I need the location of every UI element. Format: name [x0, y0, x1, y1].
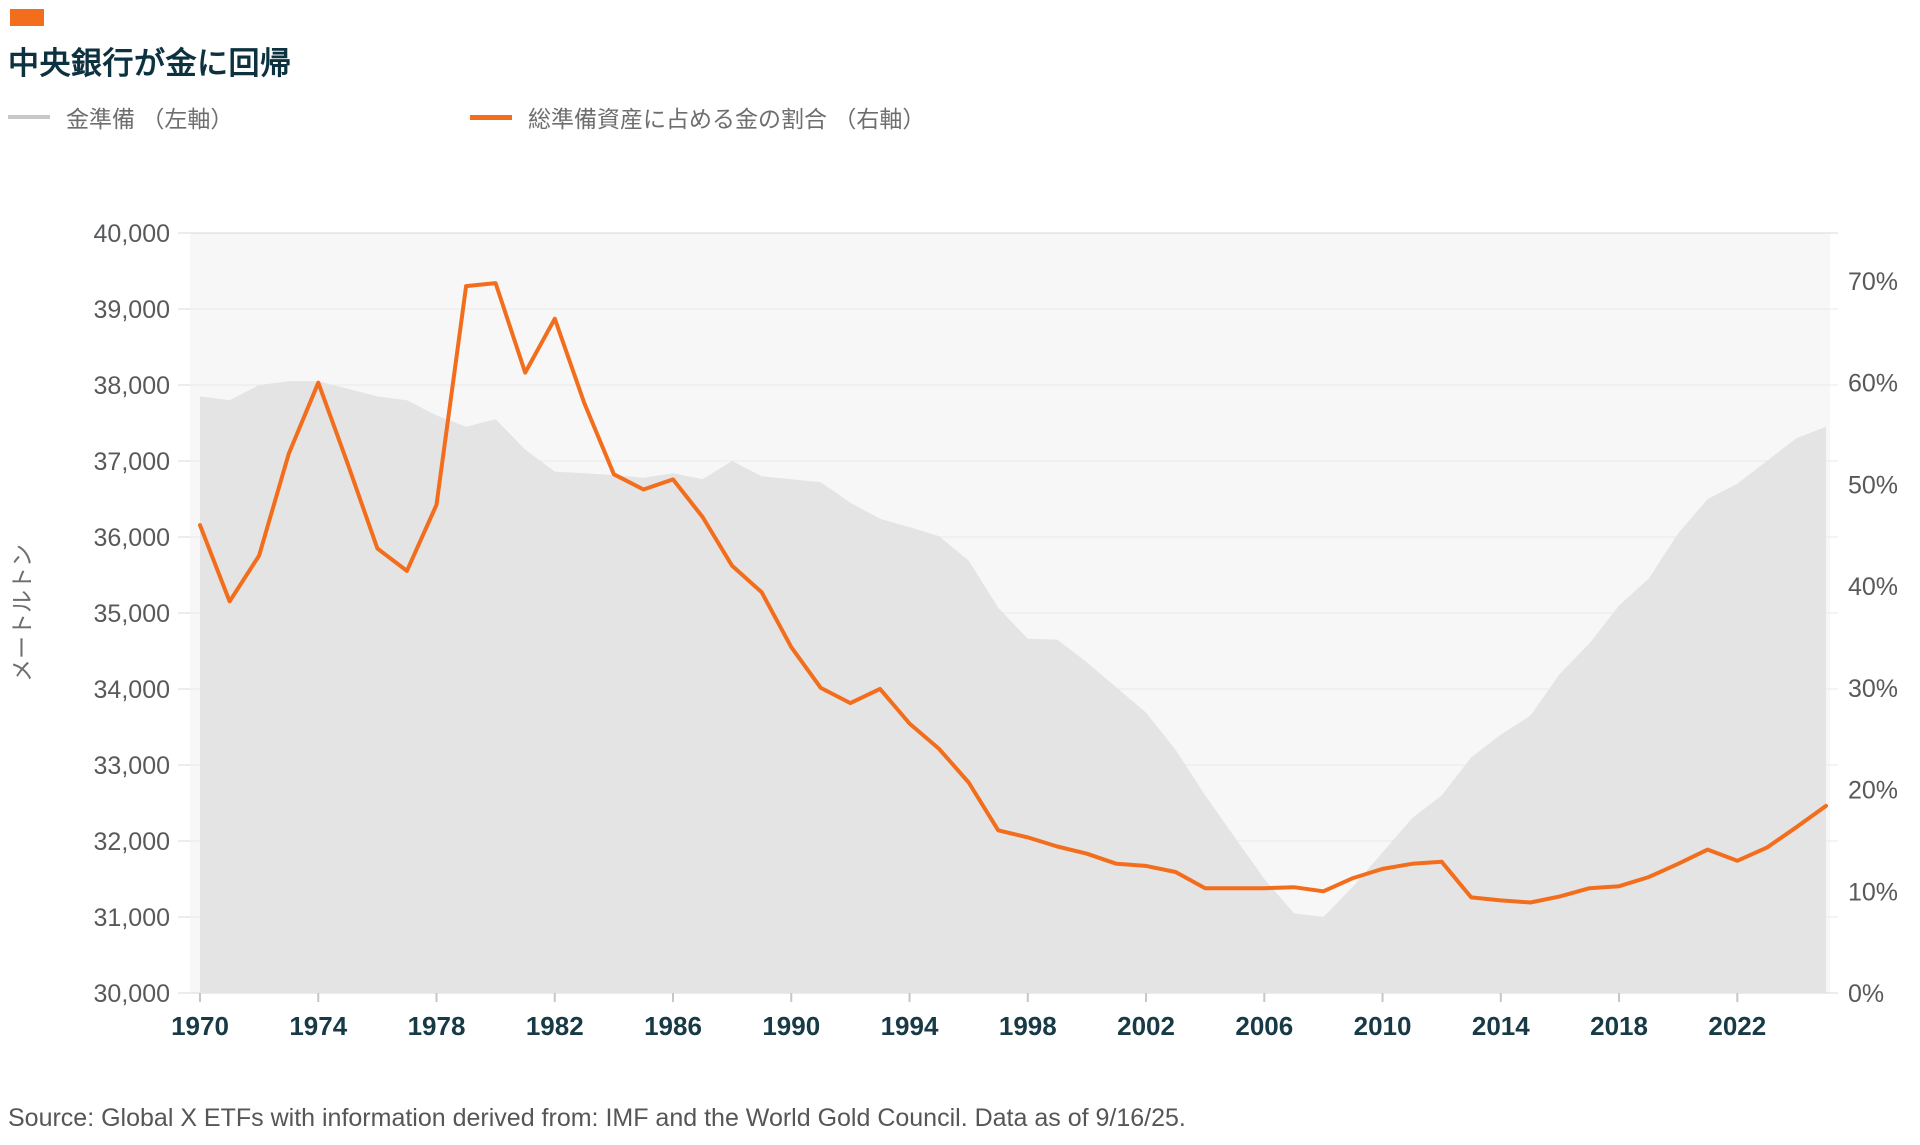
right-axis-label: 50% — [1848, 471, 1898, 499]
gold-share-line — [198, 281, 1828, 905]
x-axis-year-label: 2014 — [1472, 1011, 1530, 1041]
right-axis-label: 0% — [1848, 980, 1884, 1008]
left-axis-label: 31,000 — [94, 904, 170, 932]
x-axis-year-label: 1990 — [762, 1011, 820, 1041]
x-axis-year-label: 2022 — [1708, 1011, 1766, 1041]
legend-label: 金準備 （左軸） — [66, 106, 234, 132]
x-axis-year-label: 1994 — [881, 1011, 939, 1041]
x-axis-year-label: 1970 — [171, 1011, 229, 1041]
gold-share-swatch — [470, 114, 512, 120]
right-axis-label: 10% — [1848, 878, 1898, 906]
x-axis-year-label: 2006 — [1235, 1011, 1293, 1041]
x-axis-year-label: 2010 — [1354, 1011, 1412, 1041]
left-axis-label: 40,000 — [94, 220, 170, 248]
gold-reserves-area — [200, 381, 1826, 993]
legend-label: 総準備資産に占める金の割合 （右軸） — [528, 106, 926, 132]
x-axis-year-label: 1998 — [999, 1011, 1057, 1041]
x-axis-year-label: 2002 — [1117, 1011, 1175, 1041]
left-axis-label: 39,000 — [94, 296, 170, 324]
x-axis-year-label: 1978 — [408, 1011, 466, 1041]
chart-title: 中央銀行が金に回帰 — [8, 46, 292, 81]
right-axis-label: 40% — [1848, 573, 1898, 601]
right-axis-label: 60% — [1848, 370, 1898, 398]
right-axis-label: 70% — [1848, 268, 1898, 296]
left-axis-label: 35,000 — [94, 600, 170, 628]
left-axis-title: メートルトン — [9, 544, 35, 682]
x-axis-year-label: 1982 — [526, 1011, 584, 1041]
x-axis-year-label: 2018 — [1590, 1011, 1648, 1041]
source-note: Source: Global X ETFs with information d… — [8, 1104, 1186, 1132]
left-axis-label: 34,000 — [94, 676, 170, 704]
right-axis-label: 30% — [1848, 675, 1898, 703]
x-axis-year-label: 1974 — [289, 1011, 347, 1041]
legend-item-gold-reserves: 金準備 （左軸） — [8, 103, 234, 132]
legend-item-gold-share: 総準備資産に占める金の割合 （右軸） — [470, 103, 926, 132]
gold-reserves-swatch — [8, 115, 50, 119]
left-axis-label: 30,000 — [94, 980, 170, 1008]
left-axis-label: 36,000 — [94, 524, 170, 552]
x-axis-year-label: 1986 — [644, 1011, 702, 1041]
left-axis-label: 33,000 — [94, 752, 170, 780]
left-axis-label: 32,000 — [94, 828, 170, 856]
left-axis-label: 38,000 — [94, 372, 170, 400]
right-axis-label: 20% — [1848, 777, 1898, 805]
left-axis-label: 37,000 — [94, 448, 170, 476]
brand-accent-bar — [10, 9, 44, 26]
